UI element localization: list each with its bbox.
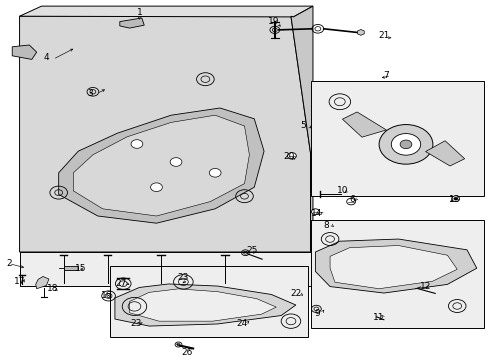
Circle shape — [311, 209, 319, 215]
Text: 13: 13 — [448, 195, 460, 204]
Polygon shape — [115, 284, 295, 326]
Circle shape — [170, 158, 182, 166]
Text: 6: 6 — [348, 195, 354, 204]
Circle shape — [346, 198, 355, 205]
Text: 11: 11 — [372, 313, 384, 322]
Text: 27: 27 — [115, 279, 127, 288]
Text: 23: 23 — [177, 274, 189, 282]
Text: 2: 2 — [6, 259, 12, 268]
Text: 24: 24 — [236, 320, 247, 328]
Text: 21: 21 — [377, 31, 389, 40]
Polygon shape — [59, 108, 264, 223]
Polygon shape — [129, 289, 276, 321]
Circle shape — [287, 153, 296, 159]
Polygon shape — [12, 45, 37, 59]
Circle shape — [390, 134, 420, 155]
Text: 8: 8 — [323, 220, 329, 230]
Text: 14: 14 — [310, 209, 322, 217]
Text: 17: 17 — [14, 277, 25, 286]
Polygon shape — [315, 239, 476, 293]
Text: 18: 18 — [47, 284, 59, 293]
Text: 15: 15 — [75, 264, 86, 274]
Polygon shape — [36, 276, 49, 289]
Circle shape — [399, 140, 411, 149]
Polygon shape — [73, 115, 249, 216]
Text: 20: 20 — [283, 152, 295, 161]
Text: 25: 25 — [245, 246, 257, 255]
Polygon shape — [290, 6, 312, 252]
Polygon shape — [329, 246, 456, 289]
Circle shape — [453, 197, 457, 200]
Text: 16: 16 — [101, 292, 112, 300]
Text: 10: 10 — [336, 186, 347, 195]
Text: 4: 4 — [43, 53, 49, 62]
Circle shape — [378, 125, 432, 164]
Polygon shape — [20, 16, 310, 252]
Text: 12: 12 — [419, 282, 430, 291]
Circle shape — [451, 196, 459, 202]
Polygon shape — [357, 30, 364, 35]
Circle shape — [150, 183, 162, 192]
Circle shape — [131, 140, 142, 148]
Bar — [63, 266, 78, 270]
Polygon shape — [425, 141, 464, 166]
Text: 26: 26 — [181, 348, 192, 356]
Text: 1: 1 — [136, 8, 142, 17]
Polygon shape — [342, 112, 386, 137]
Circle shape — [209, 168, 221, 177]
Text: 23: 23 — [130, 320, 142, 328]
Polygon shape — [20, 6, 312, 17]
Text: 19: 19 — [267, 17, 279, 26]
Text: 7: 7 — [383, 71, 388, 80]
Bar — [110, 266, 307, 337]
Polygon shape — [120, 18, 144, 28]
Bar — [310, 81, 483, 196]
Text: 5: 5 — [300, 122, 305, 130]
Bar — [20, 252, 310, 286]
Text: 3: 3 — [87, 89, 93, 98]
Bar — [310, 220, 483, 328]
Text: 22: 22 — [289, 289, 301, 298]
Text: 9: 9 — [313, 309, 319, 318]
